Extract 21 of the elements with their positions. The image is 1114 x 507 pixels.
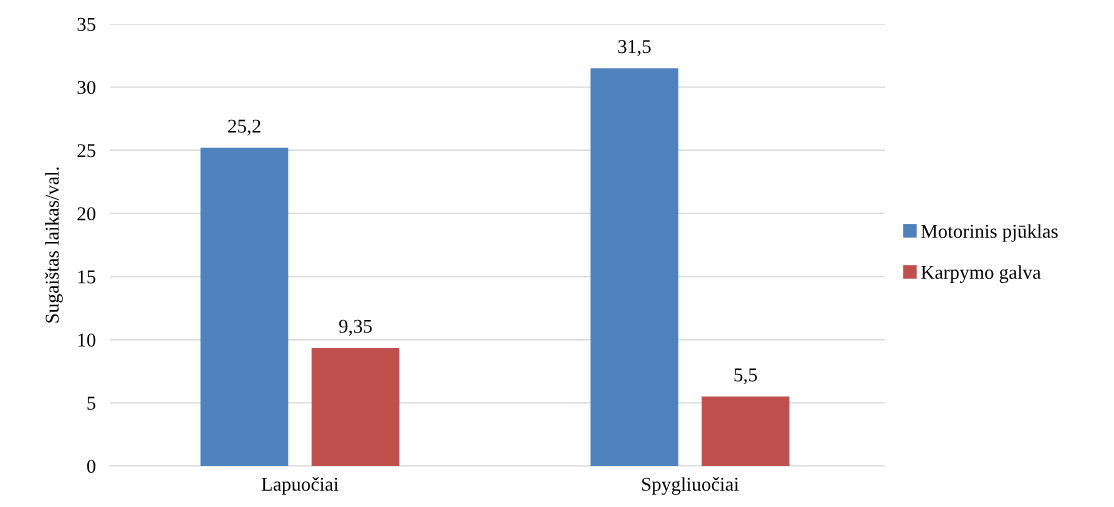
y-tick-label: 15 [78,270,96,284]
y-tick-label: 10 [78,333,96,347]
y-tick-label: 5 [87,396,96,410]
bar [311,347,400,466]
legend-label: Motorinis pjūklas [921,224,1058,242]
y-axis-title: Sugaištas laikas/val. [45,167,63,323]
bar [200,147,289,466]
legend-label: Karpymo galva [921,265,1041,283]
x-tick-label: Spygliuočiai [642,477,739,495]
data-label: 31,5 [618,40,651,56]
y-tick-label: 35 [77,17,96,31]
y-tick-label: 20 [77,207,96,221]
bar [590,68,679,466]
y-tick-label: 25 [77,144,96,158]
data-label: 25,2 [228,119,261,136]
data-label: 5,5 [734,368,757,385]
y-tick-label: 30 [77,80,96,95]
x-tick-label: Lapuočiai [261,477,339,495]
data-label: 9,35 [339,319,372,336]
bar [701,396,790,466]
y-tick-label: 0 [87,459,96,473]
